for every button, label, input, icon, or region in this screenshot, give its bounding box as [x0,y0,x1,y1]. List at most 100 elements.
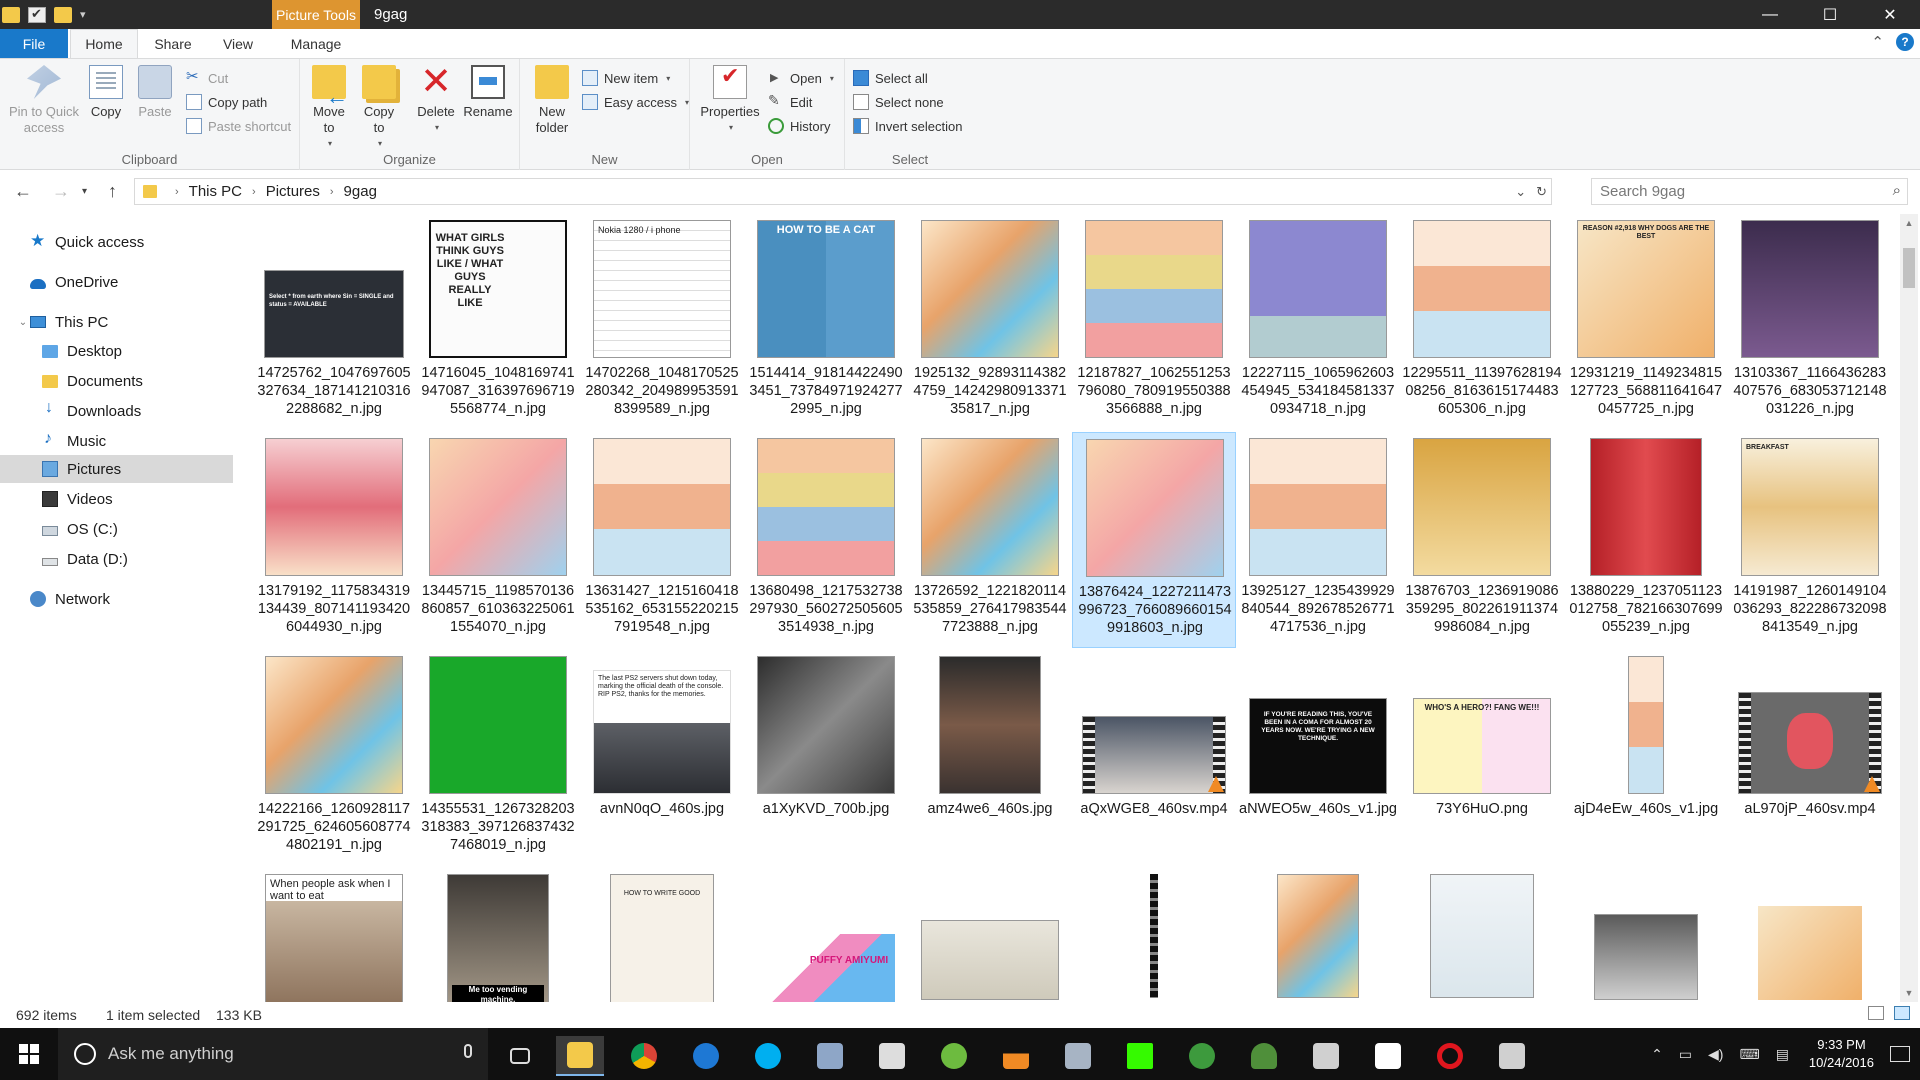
vlc-taskbar-icon[interactable] [992,1036,1040,1076]
chevron-down-icon[interactable]: ⌄ [18,316,28,328]
chrome-taskbar-icon[interactable] [620,1036,668,1076]
file-item[interactable]: The last PS2 servers shut down today, ma… [580,650,744,866]
file-item[interactable] [1728,868,1892,1002]
copy-path-button[interactable]: Copy path [186,91,267,113]
action-center-icon[interactable] [1890,1046,1910,1062]
file-item[interactable]: 13880229_1237051123012758_78216630769905… [1564,432,1728,648]
dreamweaver-taskbar-icon[interactable] [1116,1036,1164,1076]
new-item-button[interactable]: New item ▾ [582,67,670,89]
file-item[interactable]: amz4we6_460s.jpg [908,650,1072,866]
sidebar-item-documents[interactable]: Documents [0,367,233,395]
file-item[interactable]: 13445715_1198570136860857_61036322506115… [416,432,580,648]
file-item[interactable]: 13876703_1236919086359295_80226191137499… [1400,432,1564,648]
file-item[interactable]: When people ask when I want to eat [252,868,416,1002]
details-view-icon[interactable] [1868,1006,1884,1020]
search-input[interactable]: Search 9gag ⌕ [1591,178,1908,205]
app-taskbar-icon[interactable] [806,1036,854,1076]
sidebar-item-desktop[interactable]: Desktop [0,337,233,365]
up-icon[interactable]: ↑ [108,181,117,201]
maximize-button[interactable]: ☐ [1822,6,1838,24]
file-item[interactable]: 12227115_1065962603454945_53418458133709… [1236,214,1400,430]
download-taskbar-icon[interactable] [1302,1036,1350,1076]
sidebar-item-quick-access[interactable]: Quick access [0,228,233,256]
utorrent-taskbar-icon[interactable] [930,1036,978,1076]
file-item[interactable]: ajD4eEw_460s_v1.jpg [1564,650,1728,866]
invert-selection-button[interactable]: Invert selection [853,115,962,137]
back-icon[interactable]: ← [14,181,32,201]
opera-taskbar-icon[interactable] [1426,1036,1474,1076]
file-item[interactable]: Me too vending machine. [416,868,580,1002]
forward-icon[interactable]: → [52,181,70,201]
tab-share[interactable]: Share [154,36,192,52]
customize-toolbar-icon[interactable]: ▾ [80,9,86,21]
file-item[interactable]: aQxWGE8_460sv.mp4 [1072,650,1236,866]
paste-shortcut-button[interactable]: Paste shortcut [186,115,291,137]
file-item[interactable]: WHAT GIRLS THINK GUYS LIKE / WHAT GUYS R… [416,214,580,430]
file-item[interactable]: Nokia 1280 / i phone 14702268_1048170525… [580,214,744,430]
sidebar-item-pictures[interactable]: Pictures [0,455,233,483]
start-button[interactable] [0,1028,58,1080]
sidebar-item-os-c[interactable]: OS (C:) [0,515,233,543]
file-item[interactable]: 13925127_1235439929840544_89267852677147… [1236,432,1400,648]
file-item[interactable]: 13179192_1175834319134439_80714119342060… [252,432,416,648]
network-icon[interactable]: ▭ [1678,1045,1693,1062]
file-item[interactable]: 13103367_1166436283407576_68305371214803… [1728,214,1892,430]
help-icon[interactable]: ? [1896,33,1914,51]
microphone-icon[interactable] [464,1044,472,1058]
globe-taskbar-icon[interactable] [1178,1036,1226,1076]
copy-button[interactable]: Copy [86,65,126,120]
chat-icon[interactable]: ▤ [1775,1045,1789,1062]
sidebar-item-data-d[interactable]: Data (D:) [0,545,233,573]
chevron-right-icon[interactable]: › [252,185,256,198]
refresh-icon[interactable]: ↻ [1536,184,1547,199]
file-item[interactable]: 13680498_1217532738297930_56027250560535… [744,432,908,648]
app-taskbar-icon[interactable] [1054,1036,1102,1076]
file-item[interactable]: REASON #2,918 WHY DOGS ARE THE BEST 1293… [1564,214,1728,430]
clock[interactable]: 9:33 PM 10/24/2016 [1809,1036,1874,1072]
store-taskbar-icon[interactable] [868,1036,916,1076]
file-item[interactable]: BREAKFAST 14191987_1260149104036293_8222… [1728,432,1892,648]
file-item[interactable]: aL970jP_460sv.mp4 [1728,650,1892,866]
select-all-button[interactable]: Select all [853,67,928,89]
file-item[interactable]: PUFFY AMIYUMI [744,868,908,1002]
move-to-button[interactable]: Move to ▾ [308,65,350,152]
paste-button[interactable]: Paste [134,65,176,120]
minimize-ribbon-icon[interactable]: ⌃ [1871,34,1884,51]
sidebar-item-network[interactable]: Network [0,585,233,613]
file-item[interactable]: 12295511_1139762819408256_81636151744836… [1400,214,1564,430]
show-hidden-icons-icon[interactable]: ⌃ [1651,1045,1663,1062]
file-item[interactable]: 12187827_1062551253796080_78091955038835… [1072,214,1236,430]
delete-button[interactable]: ✕ Delete ▾ [414,63,458,136]
large-icons-view-icon[interactable] [1894,1006,1910,1020]
file-explorer-taskbar-icon[interactable] [556,1036,604,1076]
scroll-down-icon[interactable]: ▼ [1904,988,1914,998]
new-folder-icon[interactable] [54,6,72,23]
skype-taskbar-icon[interactable] [744,1036,792,1076]
volume-icon[interactable]: ◀) [1708,1045,1724,1062]
chevron-right-icon[interactable]: › [329,185,334,198]
minimize-button[interactable]: — [1762,5,1778,23]
select-none-button[interactable]: Select none [853,91,944,113]
file-item[interactable] [1236,868,1400,1002]
pin-to-quick-access-button[interactable]: Pin to Quick access [6,65,82,136]
sidebar-item-videos[interactable]: Videos [0,485,233,513]
copy-to-button[interactable]: Copy to ▾ [358,65,400,152]
file-item[interactable]: WHO'S A HERO?! FANG WE!!! 73Y6HuO.png [1400,650,1564,866]
close-button[interactable]: ✕ [1883,6,1897,24]
sidebar-item-downloads[interactable]: Downloads [0,397,233,425]
breadcrumb-this-pc[interactable]: This PC [188,183,243,200]
cortana-search-box[interactable]: Ask me anything [58,1028,488,1080]
easy-access-button[interactable]: Easy access ▾ [582,91,689,113]
file-item[interactable] [1072,868,1236,1002]
address-dropdown-icon[interactable]: ⌄ [1515,184,1527,199]
file-item[interactable] [1564,868,1728,1002]
properties-button[interactable]: Properties ▾ [698,65,762,136]
chevron-right-icon[interactable]: › [175,185,179,198]
edit-button[interactable]: Edit [768,91,812,113]
sidebar-item-music[interactable]: Music [0,427,233,455]
file-item[interactable]: HOW TO WRITE GOOD [580,868,744,1002]
file-item[interactable]: 13726592_1221820114535859_27641798354477… [908,432,1072,648]
cut-button[interactable]: Cut [186,67,228,89]
photos-taskbar-icon[interactable] [1364,1036,1412,1076]
scroll-up-icon[interactable]: ▲ [1904,218,1914,228]
